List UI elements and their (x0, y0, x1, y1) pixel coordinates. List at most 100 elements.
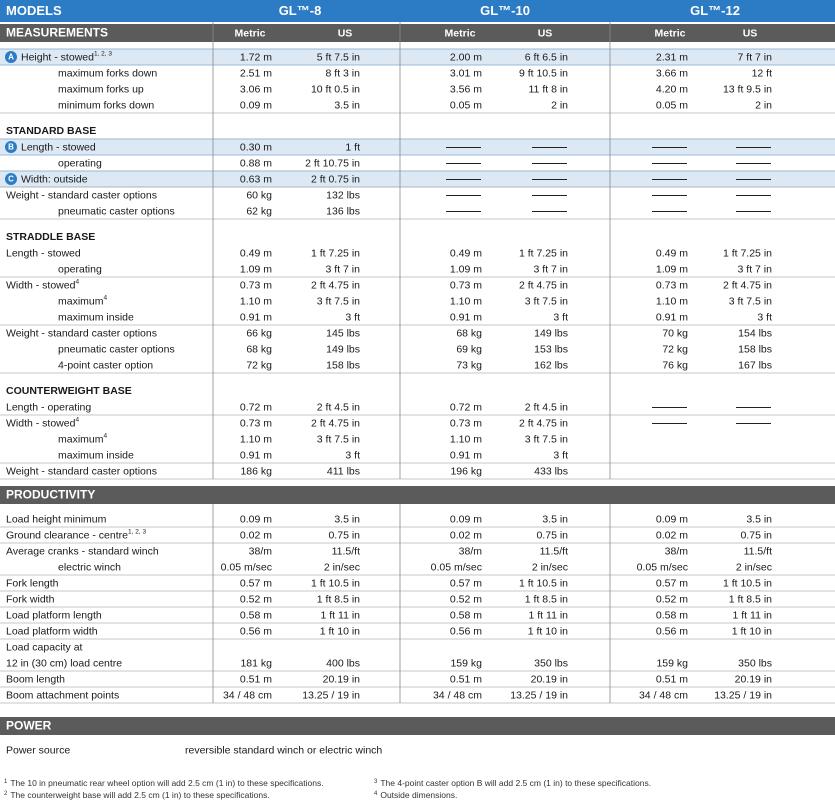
value: 159 kg (656, 657, 688, 669)
value: 2.51 m (240, 67, 272, 79)
value: 76 kg (662, 359, 688, 371)
value: 196 kg (450, 465, 482, 477)
footnote: 4 Outside dimensions. (374, 790, 457, 800)
value: 3.01 m (450, 67, 482, 79)
value: 3 ft 7.5 in (525, 295, 568, 307)
value: 0.05 m/sec (221, 561, 272, 573)
value: 0.09 m (240, 513, 272, 525)
row-label: Weight - standard caster options (6, 327, 157, 339)
row-label: 4-point caster option (58, 359, 153, 371)
value: 69 kg (456, 343, 482, 355)
row-label: Fork width (6, 593, 55, 605)
row-label: Load capacity at (6, 641, 83, 653)
value: 0.75 in (328, 529, 360, 541)
superscript: 4 (104, 295, 108, 302)
value: 1.10 m (656, 295, 688, 307)
value: 6 ft 6.5 in (525, 51, 568, 63)
row-label: electric winch (58, 561, 121, 573)
value: 0.91 m (450, 311, 482, 323)
badge-letter: C (8, 175, 14, 184)
value: 1 ft 10.5 in (519, 577, 568, 589)
value: 0.52 m (656, 593, 688, 605)
value: 38/m (249, 545, 273, 557)
value: 68 kg (246, 343, 272, 355)
value: 0.02 m (240, 529, 272, 541)
value: 34 / 48 cm (433, 689, 482, 701)
label-text: maximum inside (58, 449, 134, 461)
value: 3.5 in (746, 513, 772, 525)
value: 154 lbs (738, 327, 772, 339)
value: 1.10 m (450, 433, 482, 445)
value: 20.19 in (531, 673, 569, 685)
row-label: Load platform width (6, 625, 98, 637)
label-text: Load height minimum (6, 513, 107, 525)
value: 1 ft 11 in (733, 609, 773, 621)
value: 158 lbs (738, 343, 772, 355)
row-label: maximum forks up (58, 83, 144, 95)
value: 1 ft 8.5 in (317, 593, 360, 605)
value: 13.25 / 19 in (714, 689, 772, 701)
value: 60 kg (246, 189, 272, 201)
value: 3 ft 7.5 in (317, 433, 360, 445)
row-label: Length - stowed (6, 247, 81, 259)
value: 0.52 m (450, 593, 482, 605)
footnote-text: The 10 in pneumatic rear wheel option wi… (10, 778, 323, 788)
label-text: Width - stowed (6, 279, 76, 291)
value: 350 lbs (534, 657, 568, 669)
value: 1 ft 8.5 in (525, 593, 568, 605)
value: 1.10 m (240, 295, 272, 307)
row-label: Length - stowed (21, 141, 96, 153)
label-text: Ground clearance - centre (6, 529, 128, 541)
row-label: maximum forks down (58, 67, 157, 79)
value: 3.06 m (240, 83, 272, 95)
label-text: electric winch (58, 561, 121, 573)
value: 3 ft (553, 449, 568, 461)
value: 2 ft 4.75 in (519, 279, 568, 291)
value: 167 lbs (738, 359, 772, 371)
value: 72 kg (246, 359, 272, 371)
value: 0.51 m (656, 673, 688, 685)
value: 4.20 m (656, 83, 688, 95)
highlight (0, 171, 835, 187)
value: 0.88 m (240, 157, 272, 169)
value: 0.73 m (656, 279, 688, 291)
row-label: maximum4 (58, 433, 108, 446)
value: 0.02 m (656, 529, 688, 541)
value: 0.09 m (240, 99, 272, 111)
value: 0.73 m (240, 417, 272, 429)
value: 13.25 / 19 in (510, 689, 568, 701)
row-label: operating (58, 157, 102, 169)
label-text: operating (58, 157, 102, 169)
value: 0.09 m (656, 513, 688, 525)
label-text: Fork width (6, 593, 55, 605)
value: 1 ft 7.25 in (311, 247, 360, 259)
value: 159 kg (450, 657, 482, 669)
section-title: MEASUREMENTS (6, 26, 108, 40)
value: 2 ft 4.5 in (525, 401, 568, 413)
value: 2.00 m (450, 51, 482, 63)
label-text: maximum (58, 295, 104, 307)
row-label: Length - operating (6, 401, 91, 413)
badge (5, 141, 17, 153)
value: 3 ft 7 in (534, 263, 569, 275)
label-text: Weight - standard caster options (6, 189, 157, 201)
value: 1.09 m (450, 263, 482, 275)
value: 0.75 in (536, 529, 568, 541)
superscript: 4 (75, 279, 79, 286)
value: 3.5 in (334, 99, 360, 111)
footnote-mark: 3 (374, 779, 378, 785)
group-title: STRADDLE BASE (6, 231, 95, 243)
value: 0.73 m (450, 417, 482, 429)
value: 0.72 m (450, 401, 482, 413)
row-label: pneumatic caster options (58, 343, 175, 355)
value: 153 lbs (534, 343, 568, 355)
label-text: Weight - standard caster options (6, 327, 157, 339)
value: 10 ft 0.5 in (311, 83, 360, 95)
section-title: POWER (6, 719, 52, 733)
value: 5 ft 7.5 in (317, 51, 360, 63)
value: 73 kg (456, 359, 482, 371)
value: 145 lbs (326, 327, 360, 339)
value: 1 ft 10.5 in (723, 577, 772, 589)
row-label: Height - stowed1, 2, 3 (21, 51, 112, 64)
value: 38/m (665, 545, 689, 557)
